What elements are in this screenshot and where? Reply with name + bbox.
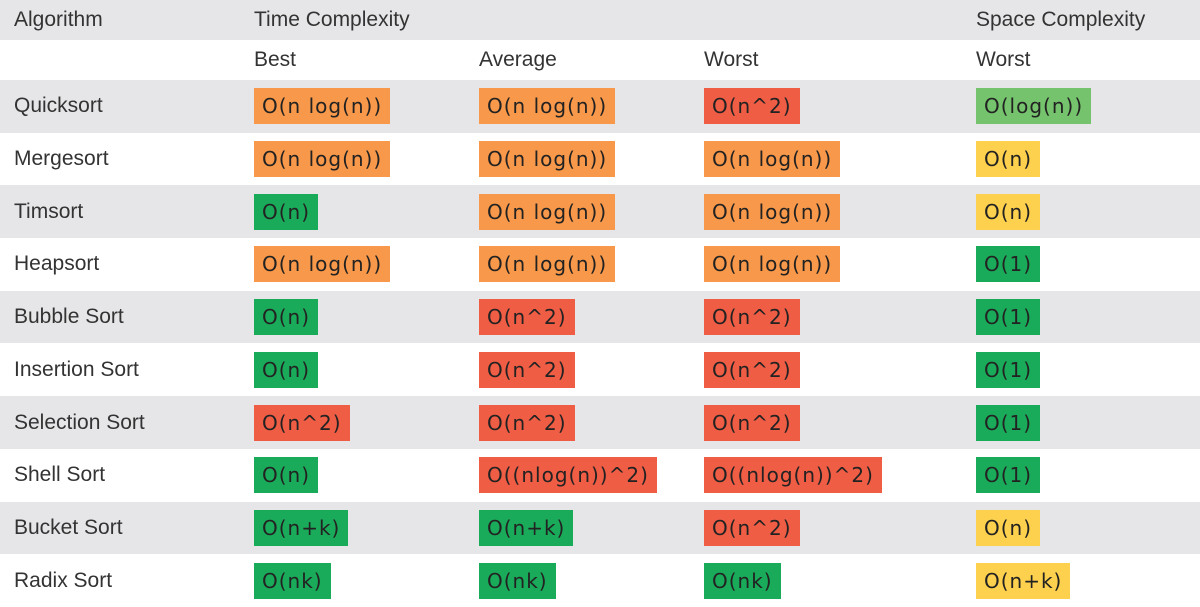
subheader-row: Best Average Worst Worst (0, 40, 1200, 80)
complexity-badge: O(1) (976, 404, 1041, 441)
subheader: Best (254, 48, 297, 71)
complexity-badge: O(n^2) (704, 299, 800, 336)
complexity-badge: O(n^2) (479, 299, 575, 336)
algorithm-name: Heapsort (14, 252, 100, 276)
complexity-badge: O(log(n)) (976, 88, 1092, 125)
complexity-badge: O(n) (254, 299, 319, 336)
complexity-badge: O(n^2) (479, 351, 575, 388)
table-row: Bucket Sort O(n+k) O(n+k) O(n^2) O(n) (0, 501, 1200, 555)
complexity-badge: O(1) (976, 299, 1041, 336)
algorithm-name: Selection Sort (14, 410, 145, 434)
header: Algorithm (14, 8, 103, 31)
complexity-badge: O(n log(n)) (479, 246, 616, 283)
table-row: Radix Sort O(nk) O(nk) O(nk) O(n+k) (0, 554, 1200, 607)
complexity-badge: O(n log(n)) (479, 193, 616, 230)
complexity-badge: O(nk) (704, 562, 781, 599)
complexity-badge: O(n^2) (254, 404, 350, 441)
complexity-badge: O(n log(n)) (479, 88, 616, 125)
algorithm-name: Quicksort (14, 94, 103, 118)
complexity-badge: O(n+k) (976, 562, 1071, 599)
complexity-badge: O(n) (976, 509, 1041, 546)
table-row: Quicksort O(n log(n)) O(n log(n)) O(n^2) O(l… (0, 80, 1200, 133)
algorithm-name: Timsort (14, 199, 84, 223)
complexity-badge: O(n log(n)) (479, 141, 616, 178)
table-row: Shell Sort O(n) O((nlog(n))^2) O((nlog(n))^… (0, 449, 1200, 502)
algorithm-name: Radix Sort (14, 568, 113, 592)
subheader: Average (479, 48, 557, 71)
complexity-badge: O(n^2) (704, 351, 800, 388)
table-row: Heapsort O(n log(n)) O(n log(n)) O(n log(n)… (0, 238, 1200, 291)
algorithm-name: Shell Sort (14, 463, 106, 487)
complexity-badge: O(n log(n)) (704, 246, 841, 283)
header-row: Algorithm Time Complexity Space Complexi… (0, 0, 1200, 40)
complexity-badge: O(1) (976, 457, 1041, 494)
complexity-badge: O(n) (976, 141, 1041, 178)
complexity-badge: O(n log(n)) (704, 193, 841, 230)
complexity-badge: O(n) (254, 193, 319, 230)
table-row: Selection Sort O(n^2) O(n^2) O(n^2) O(1) (0, 396, 1200, 449)
complexity-badge: O(n^2) (704, 88, 800, 125)
complexity-badge: O(nk) (254, 562, 331, 599)
complexity-badge: O(nk) (479, 562, 556, 599)
complexity-badge: O(n^2) (704, 509, 800, 546)
subheader: Worst (704, 48, 759, 71)
complexity-badge: O(n^2) (704, 404, 800, 441)
complexity-badge: O(n^2) (479, 404, 575, 441)
header: Space Complexity (976, 8, 1146, 31)
complexity-badge: O(n+k) (254, 509, 349, 546)
header: Time Complexity (254, 8, 410, 31)
algorithm-name: Bucket Sort (14, 515, 123, 539)
complexity-badge: O(1) (976, 351, 1041, 388)
complexity-badge: O(n) (976, 193, 1041, 230)
table-row: Insertion Sort O(n) O(n^2) O(n^2) O(1) (0, 344, 1200, 397)
complexity-badge: O(n log(n)) (254, 246, 391, 283)
algorithm-name: Mergesort (14, 147, 109, 171)
complexity-badge: O((nlog(n))^2) (704, 457, 882, 494)
complexity-badge: O(n) (254, 351, 319, 388)
complexity-badge: O(1) (976, 246, 1041, 283)
complexity-badge: O(n log(n)) (254, 88, 391, 125)
complexity-badge: O(n) (254, 457, 319, 494)
table-row: Timsort O(n) O(n log(n)) O(n log(n)) O(n) (0, 185, 1200, 239)
complexity-badge: O(n log(n)) (254, 141, 391, 178)
complexity-badge: O(n+k) (479, 509, 574, 546)
algorithm-name: Bubble Sort (14, 305, 124, 329)
complexity-badge: O(n log(n)) (704, 141, 841, 178)
table-row: Bubble Sort O(n) O(n^2) O(n^2) O(1) (0, 290, 1200, 344)
algorithm-name: Insertion Sort (14, 357, 139, 381)
complexity-badge: O((nlog(n))^2) (479, 457, 657, 494)
table-row: Mergesort O(n log(n)) O(n log(n)) O(n log(n… (0, 133, 1200, 186)
subheader: Worst (976, 48, 1031, 71)
